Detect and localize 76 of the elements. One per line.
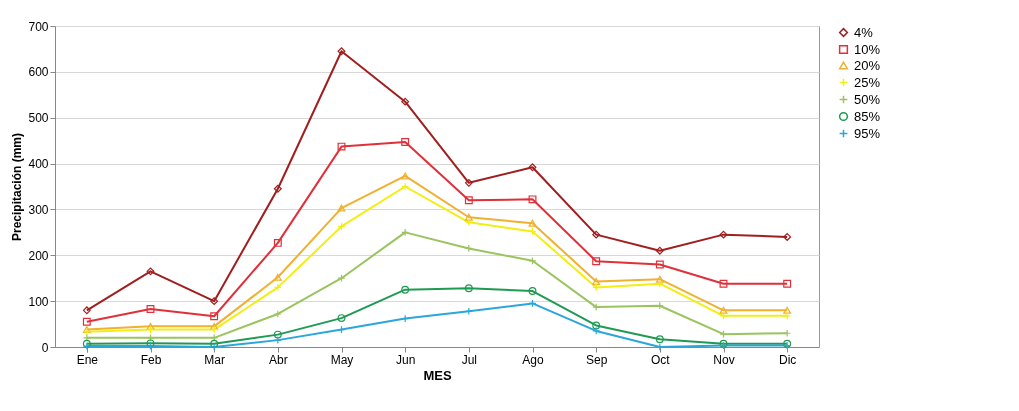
x-tick-label: Dic (778, 352, 797, 367)
x-tick-label: Mar (204, 352, 225, 367)
y-tick-label: 300 (28, 202, 49, 217)
point (401, 285, 410, 294)
point (82, 317, 91, 326)
point (401, 172, 410, 180)
point (273, 238, 282, 247)
point (401, 97, 410, 106)
x-tick-label: May (330, 352, 354, 367)
y-tick-label: 700 (28, 19, 49, 34)
point (719, 306, 728, 314)
point (210, 339, 219, 348)
point (273, 184, 282, 193)
x-tick-label: Oct (651, 352, 671, 367)
point (528, 195, 537, 204)
point (464, 196, 473, 205)
x-tick-label: Jul (461, 352, 478, 367)
point (655, 275, 664, 283)
legend-label: 95% (854, 125, 881, 141)
y-tick-label: 100 (28, 294, 49, 309)
point (337, 314, 346, 323)
point (273, 310, 282, 318)
point (273, 330, 282, 339)
y-tick-label: 0 (41, 340, 49, 355)
point (592, 327, 601, 335)
point (783, 306, 792, 314)
point (337, 142, 346, 151)
legend-label: 4% (854, 24, 874, 40)
point (592, 321, 601, 330)
point (655, 335, 664, 344)
legend-label: 85% (854, 108, 881, 124)
point (273, 273, 282, 281)
point (273, 336, 282, 345)
x-tick-label: Jun (395, 352, 416, 367)
x-tick-label: Nov (713, 352, 735, 367)
y-axis-title: Precipitación (mm) (10, 132, 25, 242)
point (337, 47, 346, 56)
point (592, 277, 601, 285)
point (464, 284, 473, 293)
point (146, 304, 155, 313)
legend-label: 50% (854, 91, 881, 107)
point (783, 232, 792, 241)
y-tick-label: 200 (28, 248, 49, 263)
x-tick-label: Ago (522, 352, 544, 367)
point (82, 306, 91, 315)
point (464, 178, 473, 187)
point (528, 219, 537, 227)
y-tick-label: 500 (28, 111, 49, 126)
legend-label: 25% (854, 74, 881, 90)
point (337, 204, 346, 212)
x-tick-label: Feb (140, 352, 162, 367)
point (528, 287, 537, 295)
legend-label: 20% (854, 57, 881, 73)
point (592, 230, 601, 239)
point (401, 138, 410, 146)
y-tick-label: 400 (28, 157, 49, 172)
point (146, 322, 155, 330)
point (655, 260, 664, 269)
y-tick-label: 600 (28, 65, 49, 80)
point (719, 230, 728, 239)
point (528, 163, 537, 172)
point (210, 297, 219, 306)
x-axis-title: MES (423, 367, 452, 383)
point (464, 213, 473, 221)
point (592, 257, 601, 266)
point (655, 246, 664, 255)
point (210, 343, 219, 351)
point (783, 279, 792, 288)
point (210, 322, 219, 330)
point (146, 267, 155, 276)
point (210, 312, 219, 321)
point (719, 279, 728, 288)
x-tick-label: Abr (268, 352, 288, 367)
legend-label: 10% (854, 41, 881, 57)
x-tick-label: Sep (585, 352, 608, 367)
x-tick-label: Ene (76, 352, 99, 367)
